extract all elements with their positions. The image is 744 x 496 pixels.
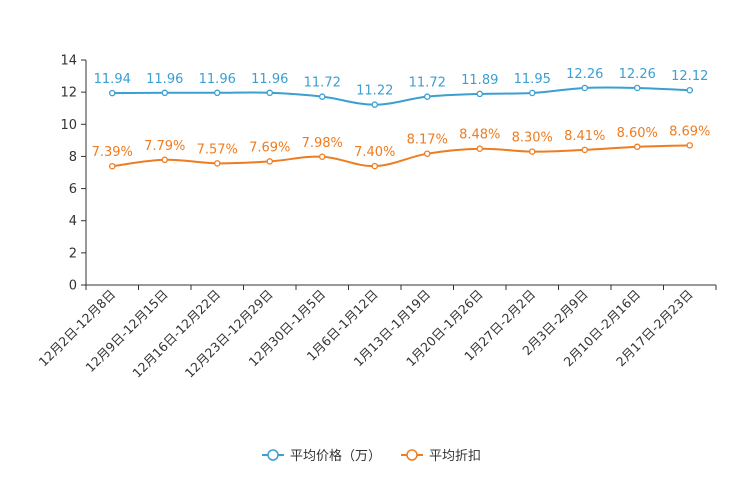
data-point [634, 143, 641, 151]
data-point [476, 90, 483, 98]
y-tick-label: 0 [69, 279, 77, 294]
data-point [423, 150, 431, 157]
data-point [476, 145, 483, 152]
data-label: 7.98% [302, 136, 343, 151]
data-point [161, 156, 168, 164]
data-point [109, 162, 116, 170]
legend-marker [267, 449, 279, 461]
data-label: 7.57% [197, 142, 238, 157]
data-label: 7.39% [92, 145, 133, 160]
y-tick-label: 14 [60, 54, 77, 69]
data-label: 12.26 [566, 67, 603, 82]
y-tick-label: 12 [60, 86, 77, 101]
series-1: 7.39% 7.79% 7.57% 7.69% 7.98% 7.40% 8.17% 8.48%… [92, 124, 710, 170]
data-label: 7.69% [249, 140, 290, 155]
data-point [581, 84, 589, 92]
data-point [161, 89, 168, 97]
data-label: 11.96 [146, 72, 183, 87]
y-tick-label: 2 [69, 246, 77, 261]
series-layer: 11.94 11.96 11.96 11.96 11.72 11.22 11.72 11.89… [92, 67, 710, 170]
data-label: 11.89 [461, 73, 498, 88]
legend-label: 平均折扣 [429, 449, 481, 464]
y-tick-label: 6 [69, 182, 77, 197]
data-point [423, 93, 431, 100]
data-point [318, 93, 326, 100]
data-label: 11.22 [356, 84, 393, 99]
data-label: 7.40% [354, 145, 395, 160]
data-point [686, 142, 694, 149]
data-label: 8.69% [669, 124, 710, 139]
data-label: 8.60% [617, 126, 658, 141]
data-label: 8.30% [512, 131, 553, 146]
y-tick-label: 8 [69, 150, 77, 165]
data-label: 12.26 [619, 67, 656, 82]
data-label: 8.17% [407, 133, 448, 148]
data-label: 11.72 [304, 76, 341, 91]
data-point [266, 158, 273, 165]
y-tick-label: 4 [69, 214, 77, 229]
x-axis: 12月2日-12月8日12月9日-12月15日12月16日-12月22日12月2… [35, 284, 717, 381]
data-point [581, 146, 589, 154]
data-label: 8.48% [459, 128, 500, 143]
series-line [112, 86, 690, 106]
data-point [529, 89, 536, 97]
y-tick-label: 10 [60, 118, 77, 133]
legend-label: 平均价格（万） [290, 448, 381, 464]
data-label: 11.72 [409, 76, 446, 91]
legend-item-1: 平均折扣 [401, 449, 481, 464]
data-point [266, 89, 273, 97]
data-point [686, 86, 694, 94]
data-label: 11.94 [94, 72, 131, 87]
data-label: 7.79% [144, 139, 185, 154]
y-axis: 0 2 4 6 8 10 12 14 [60, 54, 87, 294]
data-point [634, 84, 641, 92]
data-label: 11.95 [514, 72, 551, 87]
series-line [112, 144, 690, 168]
data-point [213, 160, 221, 167]
legend-marker [406, 449, 418, 461]
data-label: 11.96 [251, 72, 288, 87]
x-tick-label: 12月23日-12月29日 [182, 287, 276, 381]
data-label: 8.41% [564, 129, 605, 144]
data-point [109, 89, 116, 97]
data-point [529, 148, 536, 155]
legend-item-0: 平均价格（万） [262, 448, 381, 464]
legend: 平均价格（万） 平均折扣 [262, 448, 481, 464]
data-point [213, 89, 221, 97]
data-point [371, 162, 378, 170]
data-point [318, 153, 326, 160]
series-0: 11.94 11.96 11.96 11.96 11.72 11.22 11.72 11.89… [94, 67, 708, 108]
data-label: 11.96 [199, 72, 236, 87]
x-tick-label: 12月16日-12月22日 [129, 287, 223, 381]
data-label: 12.12 [671, 69, 708, 84]
data-point [371, 101, 378, 108]
